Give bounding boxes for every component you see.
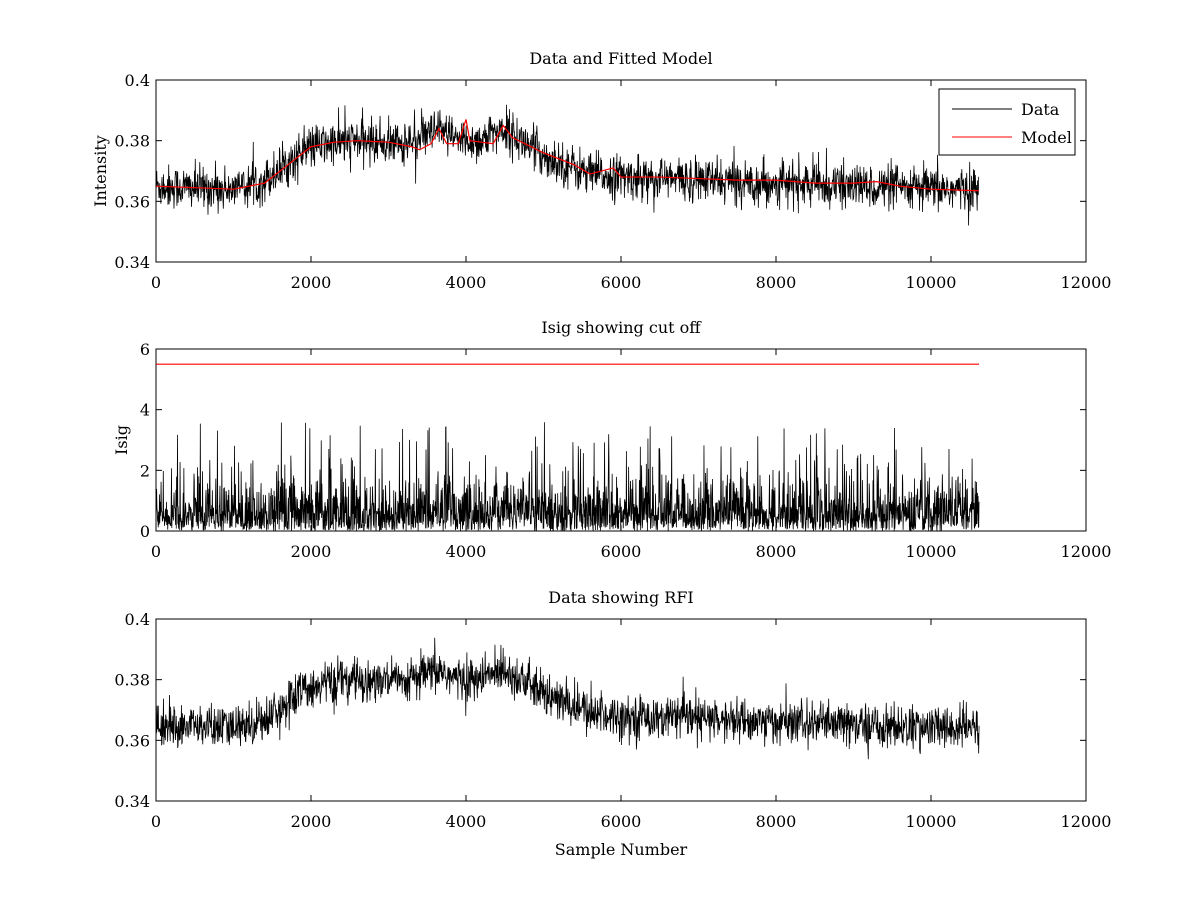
x-tick-label: 12000 [1061,812,1112,831]
y-tick-label: 0 [140,522,150,541]
model-line [156,119,980,192]
legend-model-label: Model [1021,128,1072,147]
panel-2: Isig showing cut off Isig 0 2000 4000 6000 8… [112,318,1111,561]
x-tick-label: 4000 [446,812,487,831]
y-tick-label: 0.36 [114,731,150,750]
y-tick-label: 0.4 [125,71,150,90]
y-tick-label: 0.4 [125,610,150,629]
panel-1: Data and Fitted Model Intensity 0 2000 400… [91,49,1111,292]
x-tick-label: 8000 [756,273,797,292]
panel-1-title: Data and Fitted Model [529,49,712,68]
panel-3-xlabel: Sample Number [555,840,688,859]
y-tick-label: 0.36 [114,192,150,211]
panel-3-title: Data showing RFI [548,588,693,607]
legend-data-label: Data [1021,100,1060,119]
x-tick-label: 8000 [756,542,797,561]
x-tick-label: 6000 [601,273,642,292]
x-tick-label: 10000 [906,542,957,561]
y-tick-label: 4 [140,401,150,420]
panel-3: Data showing RFI 0 2000 4000 6000 8000 10000 1… [114,588,1111,859]
panel-2-plot: 0 2000 4000 6000 8000 10000 12000 0 2 4 6 [140,340,1112,561]
legend-box [938,88,1076,156]
x-tick-label: 0 [151,273,161,292]
panel-3-plot: 0 2000 4000 6000 8000 10000 12000 0.34 0.36 0.38 0… [114,610,1111,831]
x-tick-label: 10000 [906,812,957,831]
x-tick-label: 6000 [601,542,642,561]
x-tick-label: 2000 [291,542,332,561]
x-tick-label: 2000 [291,812,332,831]
y-tick-label: 2 [140,461,150,480]
x-tick-label: 8000 [756,812,797,831]
x-tick-label: 6000 [601,812,642,831]
series-0-line [156,637,980,760]
legend: Data Model [938,88,1076,156]
x-tick-label: 4000 [446,273,487,292]
x-tick-label: 12000 [1061,273,1112,292]
x-tick-label: 2000 [291,273,332,292]
y-tick-label: 0.34 [114,253,150,272]
y-tick-label: 0.38 [114,671,150,690]
panel-1-plot: 0 2000 4000 6000 8000 10000 12000 0.34 0.36 0.38 0… [114,71,1111,292]
x-tick-label: 12000 [1061,542,1112,561]
y-tick-label: 0.38 [114,132,150,151]
x-tick-label: 0 [151,542,161,561]
x-tick-label: 10000 [906,273,957,292]
data-line [156,104,980,226]
panel-1-ylabel: Intensity [91,135,110,207]
x-tick-label: 4000 [446,542,487,561]
isig-line [156,422,980,531]
panel-2-title: Isig showing cut off [541,318,702,337]
panel-2-ylabel: Isig [112,425,131,455]
y-tick-label: 6 [140,340,150,359]
x-tick-label: 0 [151,812,161,831]
y-tick-label: 0.34 [114,792,150,811]
